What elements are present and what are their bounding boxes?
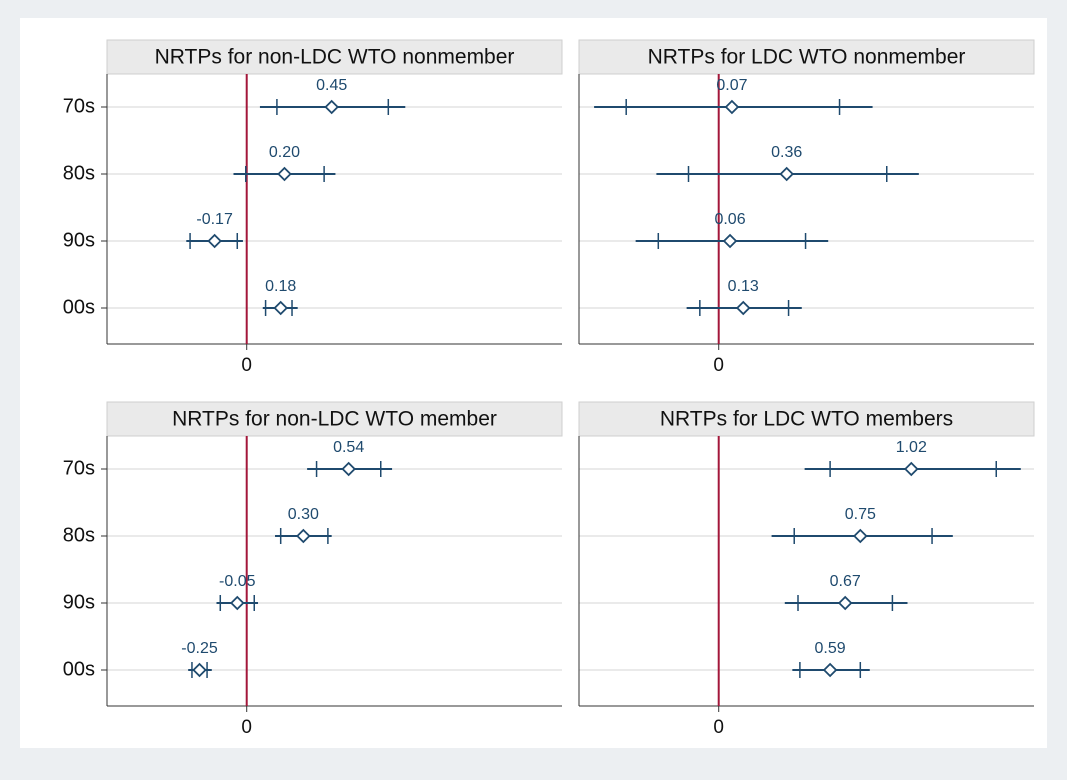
- point-estimate: [341, 461, 356, 477]
- x-tick-label: 0: [713, 717, 724, 738]
- point-estimate: [207, 233, 222, 249]
- data-label: -0.05: [219, 573, 256, 590]
- data-label: -0.25: [181, 640, 218, 657]
- y-tick-label: 80s: [63, 524, 95, 546]
- x-tick-label: 0: [713, 355, 724, 376]
- point-estimate: [724, 99, 740, 115]
- data-label: 0.07: [716, 77, 747, 94]
- data-label: -0.17: [196, 211, 233, 228]
- point-estimate: [324, 99, 339, 115]
- data-label: 0.30: [288, 506, 319, 523]
- data-label: 0.67: [830, 573, 861, 590]
- data-label: 0.20: [269, 144, 300, 161]
- point-estimate: [229, 595, 245, 611]
- point-estimate: [853, 528, 868, 544]
- panel-title: NRTPs for non-LDC WTO nonmember: [155, 46, 515, 69]
- panel-title-box: [106, 401, 563, 437]
- y-tick-label: 90s: [63, 229, 95, 251]
- point-estimate: [735, 300, 751, 316]
- graph-region: [20, 18, 1047, 748]
- point-estimate: [192, 662, 207, 678]
- x-tick-label: 0: [241, 355, 252, 376]
- y-tick-label: 90s: [63, 591, 95, 613]
- panel-title-box: [578, 401, 1035, 437]
- panel-title: NRTPs for non-LDC WTO member: [172, 408, 497, 431]
- point-estimate: [837, 595, 853, 611]
- point-estimate: [779, 166, 794, 182]
- data-label: 0.18: [265, 278, 296, 295]
- panel-title-box: [106, 39, 563, 75]
- y-tick-label: 80s: [63, 162, 95, 184]
- panel-title: NRTPs for LDC WTO nonmember: [648, 46, 966, 69]
- x-tick-label: 0: [241, 717, 252, 738]
- data-label: 1.02: [896, 439, 927, 456]
- data-label: 0.36: [771, 144, 802, 161]
- data-label: 0.59: [815, 640, 846, 657]
- point-estimate: [904, 461, 919, 477]
- data-label: 0.45: [316, 77, 347, 94]
- data-label: 0.75: [845, 506, 876, 523]
- point-estimate: [822, 662, 838, 678]
- data-label: 0.13: [728, 278, 759, 295]
- panel-title: NRTPs for LDC WTO members: [660, 408, 953, 431]
- panel-title-box: [578, 39, 1035, 75]
- y-tick-label: 00s: [63, 658, 95, 680]
- data-label: 0.54: [333, 439, 364, 456]
- point-estimate: [273, 300, 288, 316]
- data-label: 0.06: [714, 211, 745, 228]
- y-tick-label: 70s: [63, 95, 95, 117]
- y-tick-label: 00s: [63, 296, 95, 318]
- point-estimate: [722, 233, 738, 249]
- point-estimate: [296, 528, 311, 544]
- point-estimate: [277, 166, 292, 182]
- y-tick-label: 70s: [63, 457, 95, 479]
